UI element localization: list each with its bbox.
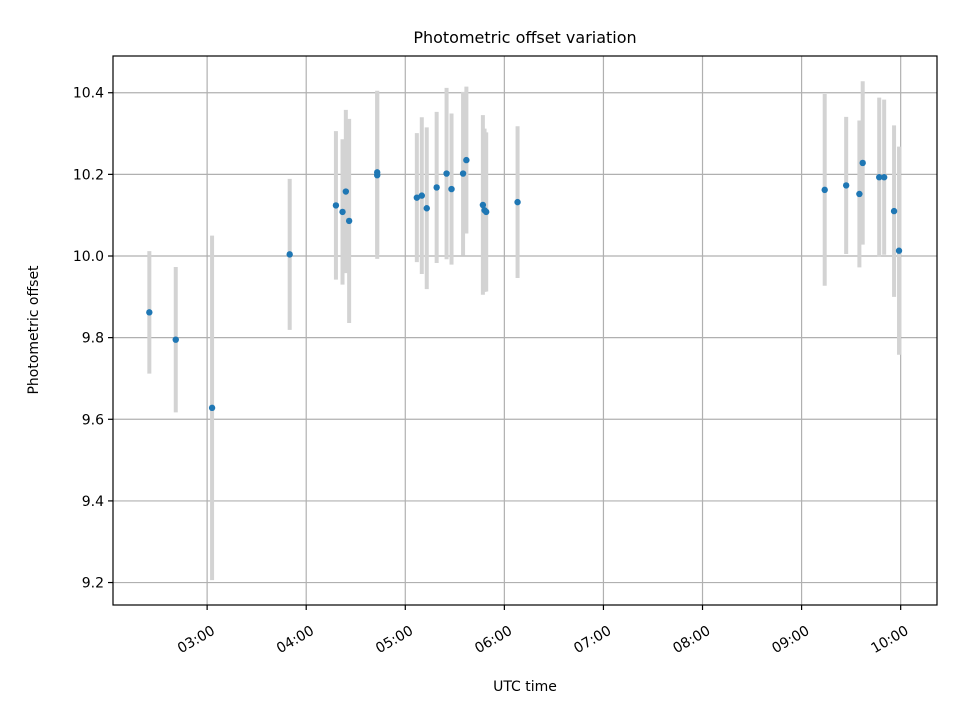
data-point bbox=[880, 174, 888, 181]
data-point bbox=[286, 251, 293, 258]
data-point bbox=[374, 171, 381, 179]
data-point bbox=[448, 185, 455, 193]
y-axis-label: Photometric offset bbox=[26, 265, 42, 395]
y-tick-label: 9.6 bbox=[82, 412, 104, 428]
y-axis-ticks: 9.2 9.4 9.6 9.8 10.0 10.2 10.4 bbox=[73, 86, 113, 592]
data-point bbox=[413, 194, 421, 201]
data-point bbox=[443, 170, 450, 177]
data-point bbox=[514, 198, 521, 206]
data-point bbox=[208, 404, 216, 412]
data-point bbox=[332, 202, 340, 209]
grid bbox=[113, 56, 937, 605]
data-point bbox=[895, 247, 903, 254]
data-point bbox=[342, 188, 350, 195]
y-tick-label: 10.0 bbox=[73, 249, 104, 265]
data-point bbox=[423, 205, 430, 212]
data-point bbox=[459, 170, 467, 177]
data-point bbox=[482, 208, 490, 216]
data-point bbox=[890, 207, 898, 215]
data-points bbox=[146, 156, 903, 412]
data-point bbox=[859, 159, 866, 167]
data-point bbox=[856, 190, 863, 198]
data-point bbox=[345, 217, 353, 225]
plot-frame bbox=[112, 55, 938, 606]
data-point bbox=[479, 201, 487, 209]
data-point bbox=[146, 309, 153, 316]
data-point bbox=[842, 182, 850, 189]
y-tick-label: 9.2 bbox=[82, 576, 104, 592]
chart-title: Photometric offset variation bbox=[413, 28, 636, 47]
data-point bbox=[418, 192, 425, 199]
y-tick-label: 9.8 bbox=[82, 331, 104, 347]
data-point bbox=[339, 208, 346, 216]
y-tick-label: 10.4 bbox=[73, 86, 104, 102]
data-point bbox=[876, 174, 883, 181]
x-axis-label: UTC time bbox=[493, 679, 557, 695]
y-tick-label: 9.4 bbox=[82, 494, 104, 510]
data-point bbox=[433, 184, 440, 191]
data-point bbox=[821, 186, 828, 194]
data-point bbox=[172, 336, 179, 343]
data-point bbox=[463, 156, 470, 164]
y-tick-label: 10.2 bbox=[73, 167, 104, 183]
